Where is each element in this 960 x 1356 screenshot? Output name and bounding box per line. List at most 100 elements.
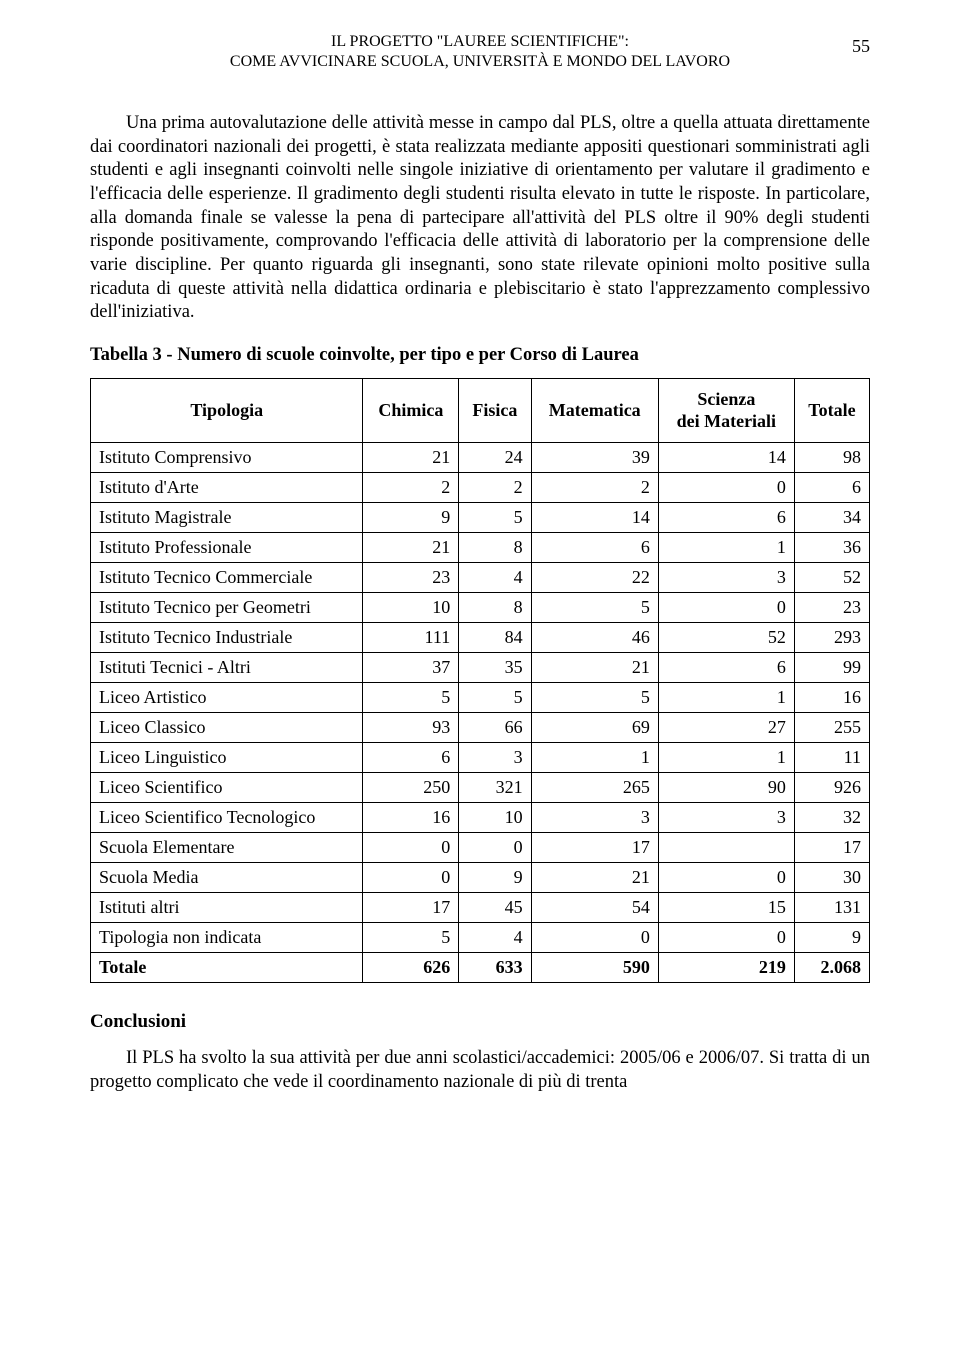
cell-totale: 11	[794, 743, 869, 773]
cell-label: Liceo Artistico	[91, 683, 363, 713]
table-row: Liceo Linguistico631111	[91, 743, 870, 773]
cell-chimica: 37	[363, 653, 459, 683]
cell-label: Istituto Tecnico Commerciale	[91, 563, 363, 593]
table-row: Istituto Tecnico per Geometri1085023	[91, 593, 870, 623]
table-caption: Tabella 3 - Numero di scuole coinvolte, …	[90, 345, 870, 366]
cell-scienza	[658, 833, 794, 863]
cell-chimica: 2	[363, 473, 459, 503]
table-row: Istituto Tecnico Industriale111844652293	[91, 623, 870, 653]
cell-fisica: 3	[459, 743, 531, 773]
cell-matematica: 21	[531, 863, 658, 893]
cell-matematica: 265	[531, 773, 658, 803]
cell-label: Scuola Media	[91, 863, 363, 893]
table-header-row: Tipologia Chimica Fisica Matematica Scie…	[91, 379, 870, 443]
cell-fisica: 45	[459, 893, 531, 923]
cell-chimica: 21	[363, 533, 459, 563]
table-row: Istituto Professionale2186136	[91, 533, 870, 563]
cell-label: Istituto Professionale	[91, 533, 363, 563]
cell-scienza: 0	[658, 593, 794, 623]
cell-fisica: 8	[459, 593, 531, 623]
cell-fisica: 10	[459, 803, 531, 833]
cell-fisica: 0	[459, 833, 531, 863]
cell-totale: 293	[794, 623, 869, 653]
table-row: Scuola Elementare001717	[91, 833, 870, 863]
cell-scienza: 0	[658, 863, 794, 893]
cell-scienza: 1	[658, 743, 794, 773]
cell-matematica: 46	[531, 623, 658, 653]
cell-chimica: 93	[363, 713, 459, 743]
col-scienza-line1: Scienza	[697, 389, 755, 409]
cell-fisica: 5	[459, 503, 531, 533]
cell-fisica: 24	[459, 443, 531, 473]
cell-matematica: 2	[531, 473, 658, 503]
cell-matematica: 3	[531, 803, 658, 833]
cell-fisica: 8	[459, 533, 531, 563]
cell-chimica: 6	[363, 743, 459, 773]
cell-fisica: 5	[459, 683, 531, 713]
cell-label: Istituto Comprensivo	[91, 443, 363, 473]
table-body: Istituto Comprensivo2124391498Istituto d…	[91, 443, 870, 983]
page-number: 55	[852, 36, 870, 57]
page-header: IL PROGETTO "LAUREE SCIENTIFICHE": COME …	[90, 32, 870, 72]
cell-fisica: 2	[459, 473, 531, 503]
cell-matematica: 17	[531, 833, 658, 863]
schools-table: Tipologia Chimica Fisica Matematica Scie…	[90, 378, 870, 983]
table-row: Liceo Artistico555116	[91, 683, 870, 713]
table-row: Istituto Comprensivo2124391498	[91, 443, 870, 473]
col-tipologia: Tipologia	[91, 379, 363, 443]
cell-totale: 23	[794, 593, 869, 623]
cell-totale: 52	[794, 563, 869, 593]
table-total-row: Totale6266335902192.068	[91, 953, 870, 983]
cell-scienza: 14	[658, 443, 794, 473]
cell-chimica: 5	[363, 923, 459, 953]
paragraph-2: Il PLS ha svolto la sua attività per due…	[90, 1047, 870, 1094]
cell-totale: 34	[794, 503, 869, 533]
cell-label: Istituto Tecnico Industriale	[91, 623, 363, 653]
cell-total-fisica: 633	[459, 953, 531, 983]
cell-totale: 98	[794, 443, 869, 473]
body-text: Una prima autovalutazione delle attività…	[90, 112, 870, 325]
cell-matematica: 69	[531, 713, 658, 743]
document-page: IL PROGETTO "LAUREE SCIENTIFICHE": COME …	[0, 0, 960, 1356]
cell-label: Liceo Linguistico	[91, 743, 363, 773]
cell-scienza: 0	[658, 923, 794, 953]
cell-total-totale: 2.068	[794, 953, 869, 983]
cell-total-label: Totale	[91, 953, 363, 983]
cell-matematica: 54	[531, 893, 658, 923]
cell-matematica: 1	[531, 743, 658, 773]
cell-matematica: 22	[531, 563, 658, 593]
cell-fisica: 321	[459, 773, 531, 803]
header-line-2: COME AVVICINARE SCUOLA, UNIVERSITÀ E MON…	[230, 53, 730, 70]
cell-scienza: 27	[658, 713, 794, 743]
table-row: Istituto Tecnico Commerciale23422352	[91, 563, 870, 593]
cell-fisica: 4	[459, 563, 531, 593]
cell-totale: 36	[794, 533, 869, 563]
cell-matematica: 0	[531, 923, 658, 953]
header-title: IL PROGETTO "LAUREE SCIENTIFICHE": COME …	[90, 32, 870, 72]
cell-chimica: 0	[363, 863, 459, 893]
table-row: Istituto d'Arte22206	[91, 473, 870, 503]
cell-total-matematica: 590	[531, 953, 658, 983]
cell-label: Istituto Magistrale	[91, 503, 363, 533]
col-fisica: Fisica	[459, 379, 531, 443]
cell-chimica: 23	[363, 563, 459, 593]
cell-chimica: 9	[363, 503, 459, 533]
cell-chimica: 0	[363, 833, 459, 863]
cell-matematica: 21	[531, 653, 658, 683]
table-row: Scuola Media0921030	[91, 863, 870, 893]
cell-total-chimica: 626	[363, 953, 459, 983]
cell-scienza: 90	[658, 773, 794, 803]
cell-chimica: 111	[363, 623, 459, 653]
cell-label: Scuola Elementare	[91, 833, 363, 863]
cell-scienza: 1	[658, 533, 794, 563]
cell-chimica: 5	[363, 683, 459, 713]
table-row: Liceo Scientifico Tecnologico16103332	[91, 803, 870, 833]
cell-scienza: 6	[658, 653, 794, 683]
cell-chimica: 21	[363, 443, 459, 473]
cell-matematica: 14	[531, 503, 658, 533]
cell-fisica: 9	[459, 863, 531, 893]
cell-label: Istituto Tecnico per Geometri	[91, 593, 363, 623]
cell-fisica: 4	[459, 923, 531, 953]
table-head: Tipologia Chimica Fisica Matematica Scie…	[91, 379, 870, 443]
table-row: Tipologia non indicata54009	[91, 923, 870, 953]
